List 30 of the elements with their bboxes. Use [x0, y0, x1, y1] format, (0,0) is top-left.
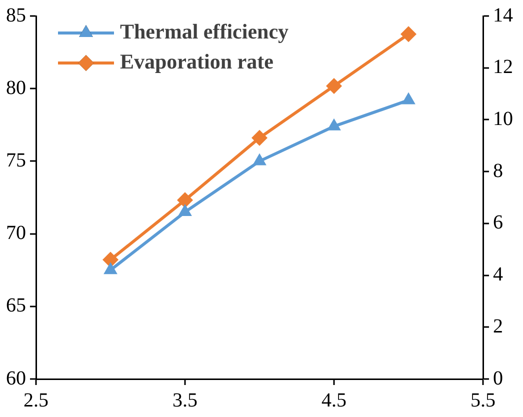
- y-tick-label: 80: [6, 76, 26, 99]
- y2-tick-label: 0: [493, 367, 503, 390]
- y-tick-label: 75: [6, 149, 26, 172]
- x-tick-label: 4.5: [322, 389, 346, 412]
- point: [104, 262, 118, 274]
- y-tick-label: 85: [6, 4, 26, 26]
- point: [252, 153, 266, 166]
- y2-tick-label: 2: [493, 315, 503, 338]
- point: [178, 204, 192, 216]
- y2-tick-label: 8: [493, 160, 503, 182]
- x-tick-label: 2.5: [24, 389, 48, 412]
- legend-label: Thermal efficiency: [120, 19, 290, 44]
- point: [177, 192, 193, 208]
- y2-tick-label: 4: [493, 264, 503, 286]
- y-tick-label: 65: [6, 294, 26, 317]
- legend-label: Evaporation rate: [120, 49, 274, 74]
- point: [102, 252, 118, 268]
- y2-tick-label: 6: [493, 212, 503, 234]
- y-tick-label: 70: [6, 222, 26, 244]
- x-tick-label: 5.5: [470, 389, 496, 412]
- point: [252, 130, 268, 146]
- point: [402, 92, 416, 104]
- x-tick-label: 3.5: [172, 389, 198, 412]
- y2-tick-label: 10: [493, 108, 513, 130]
- point: [327, 118, 341, 130]
- point: [326, 78, 342, 94]
- y-tick-label: 60: [6, 367, 26, 390]
- point: [400, 26, 416, 42]
- y2-tick-label: 12: [493, 56, 513, 78]
- y2-tick-label: 14: [493, 4, 513, 26]
